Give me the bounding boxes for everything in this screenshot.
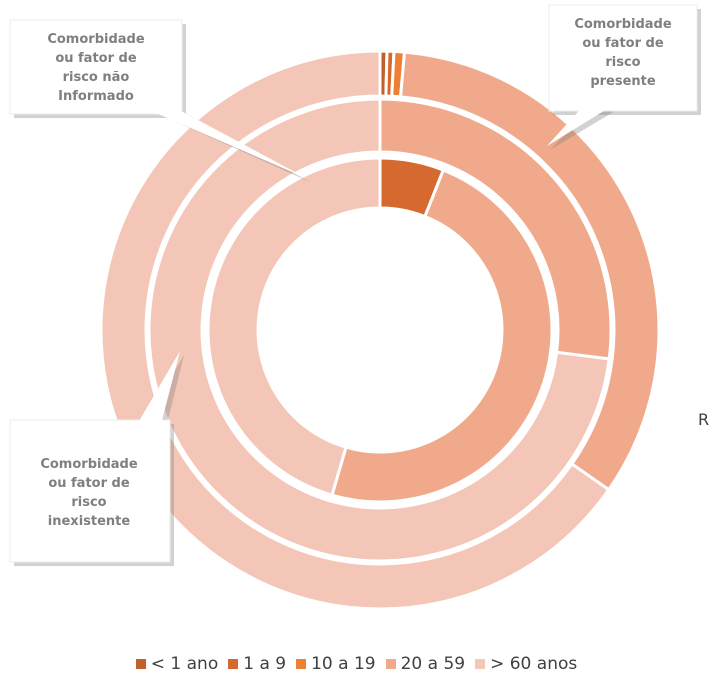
ring-segment <box>99 49 611 611</box>
callout-nonexistent: Comorbidade ou fator de risco inexistent… <box>40 457 138 529</box>
ring-segment <box>147 97 611 563</box>
legend-item: 20 a 59 <box>385 654 466 674</box>
legend-label: 1 a 9 <box>243 654 287 674</box>
callout-not-informed: Comorbidade ou fator de risco não Inform… <box>47 32 145 104</box>
legend-item: 1 a 9 <box>228 654 286 674</box>
legend-item: < 1 ano <box>135 654 219 674</box>
ring-segment <box>330 168 554 504</box>
ring-segment <box>206 156 382 498</box>
annotation: R <box>698 410 710 429</box>
callout-shapes <box>9 4 701 566</box>
legend-item: 10 a 19 <box>296 654 376 674</box>
legend-label: < 1 ano <box>150 654 219 674</box>
legend: < 1 ano 1 a 9 10 a 19 20 a 59 > 60 anos <box>0 654 713 674</box>
legend-item: > 60 anos <box>475 654 577 674</box>
legend-label: 20 a 59 <box>400 654 466 674</box>
legend-label: 10 a 19 <box>311 654 376 674</box>
legend-swatch <box>228 659 239 669</box>
callout-present: Comorbidade ou fator de risco presente <box>574 17 672 89</box>
legend-label: > 60 anos <box>490 654 578 674</box>
legend-swatch <box>385 659 396 669</box>
rings <box>99 49 661 611</box>
legend-swatch <box>296 659 307 669</box>
legend-swatch <box>135 659 146 669</box>
legend-swatch <box>475 659 486 669</box>
